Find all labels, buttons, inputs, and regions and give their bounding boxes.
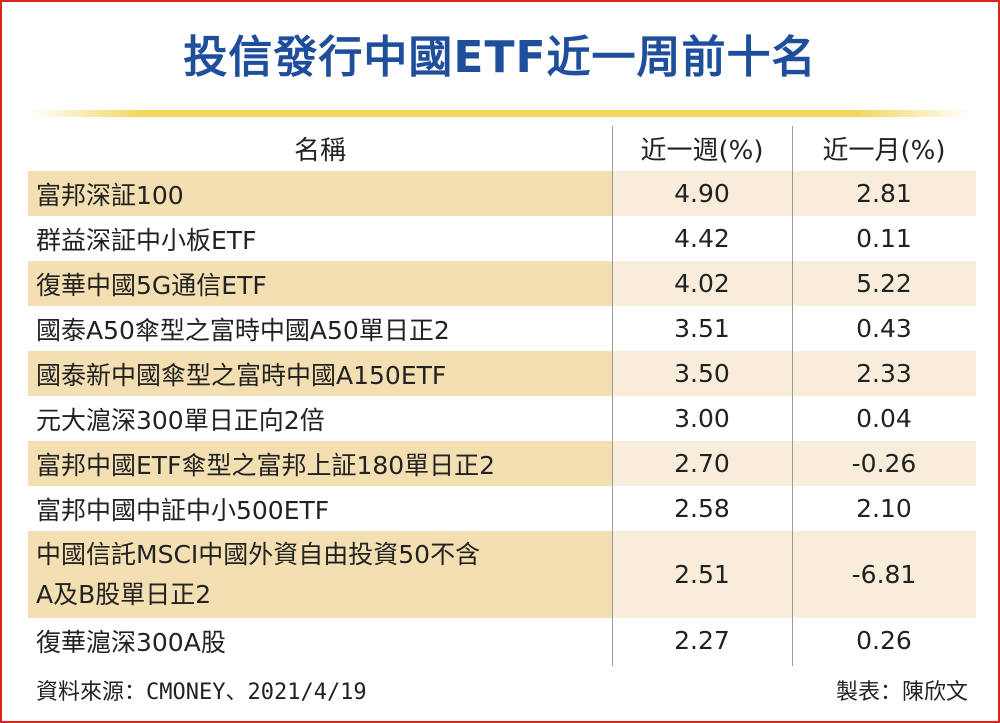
table-row: 國泰新中國傘型之富時中國A150ETF 3.50 2.33 [28, 351, 976, 396]
table-row: 中國信託MSCI中國外資自由投資50不含 A及B股單日正2 2.51 -6.81 [28, 531, 976, 618]
week-return: 4.90 [674, 179, 730, 208]
month-return: 2.10 [856, 494, 912, 523]
fund-name: 群益深証中小板ETF [36, 225, 257, 255]
month-return: 0.26 [856, 626, 912, 655]
month-return: 5.22 [856, 269, 912, 298]
table-row: 富邦中國中証中小500ETF 2.58 2.10 [28, 486, 976, 531]
table-row: 復華中國5G通信ETF 4.02 5.22 [28, 261, 976, 306]
page-title: 投信發行中國ETF近一周前十名 [183, 32, 817, 83]
fund-name: 富邦中國中証中小500ETF [36, 495, 330, 525]
column-divider [792, 126, 793, 666]
fund-name: 元大滬深300單日正向2倍 [36, 405, 325, 435]
fund-name: 中國信託MSCI中國外資自由投資50不含 A及B股單日正2 [28, 531, 612, 618]
month-return: 0.43 [856, 314, 912, 343]
month-return: 2.81 [856, 179, 912, 208]
data-source: 資料來源：CMONEY、2021/4/19 [36, 680, 367, 705]
fund-name: 復華中國5G通信ETF [28, 261, 612, 306]
month-return: -6.81 [851, 560, 917, 589]
week-return: 4.02 [674, 269, 730, 298]
week-return: 2.58 [674, 494, 730, 523]
table-row: 富邦中國ETF傘型之富邦上証180單日正2 2.70 -0.26 [28, 441, 976, 486]
table-header-row: 名稱 近一週(%) 近一月(%) [28, 126, 976, 171]
month-return: -0.26 [851, 449, 917, 478]
fund-name: 國泰新中國傘型之富時中國A150ETF [28, 351, 612, 396]
ranking-table: 名稱 近一週(%) 近一月(%) 富邦深証100 4.90 2.81 群益深証中… [28, 126, 976, 663]
week-return: 3.51 [674, 314, 730, 343]
header-week: 近一週(%) [640, 136, 764, 166]
week-return: 3.50 [674, 359, 730, 388]
week-return: 2.27 [674, 626, 730, 655]
table-row: 元大滬深300單日正向2倍 3.00 0.04 [28, 396, 976, 441]
header-month: 近一月(%) [822, 136, 946, 166]
table-row: 富邦深証100 4.90 2.81 [28, 171, 976, 216]
month-return: 2.33 [856, 359, 912, 388]
month-return: 0.04 [856, 404, 912, 433]
fund-name-line-1: 中國信託MSCI中國外資自由投資50不含 [36, 539, 481, 569]
table-row: 群益深証中小板ETF 4.42 0.11 [28, 216, 976, 261]
week-return: 4.42 [674, 224, 730, 253]
week-return: 2.51 [674, 560, 730, 589]
table-row: 國泰A50傘型之富時中國A50單日正2 3.51 0.43 [28, 306, 976, 351]
table-maker: 製表：陳欣文 [835, 680, 968, 705]
week-return: 2.70 [674, 449, 730, 478]
fund-name: 富邦深証100 [28, 171, 612, 216]
month-return: 0.11 [856, 224, 912, 253]
fund-name: 國泰A50傘型之富時中國A50單日正2 [36, 315, 450, 345]
fund-name: 復華滬深300A股 [36, 627, 226, 657]
table-row: 復華滬深300A股 2.27 0.26 [28, 618, 976, 663]
week-return: 3.00 [674, 404, 730, 433]
title-underline [30, 110, 970, 117]
column-divider [612, 126, 613, 666]
fund-name-line-2: A及B股單日正2 [36, 579, 212, 609]
fund-name: 富邦中國ETF傘型之富邦上証180單日正2 [28, 441, 612, 486]
header-name: 名稱 [293, 136, 346, 166]
